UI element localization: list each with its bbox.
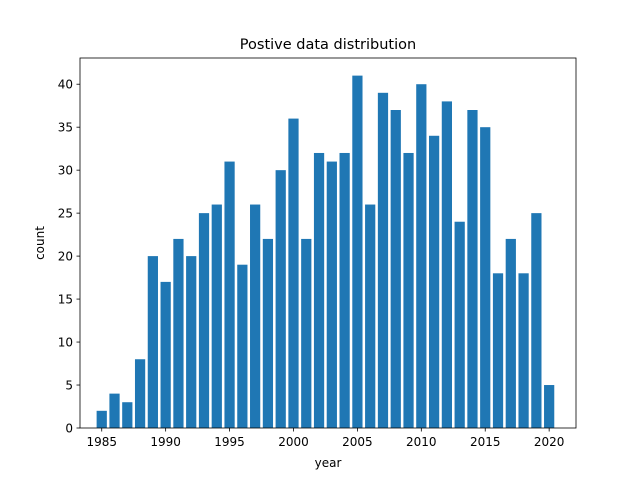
x-tick-label: 2000 bbox=[278, 435, 309, 449]
x-axis-ticks: 1985 1990 1995 2000 2005 2010 2015 2020 bbox=[86, 428, 564, 449]
y-tick-label: 35 bbox=[58, 120, 73, 134]
bar-1996 bbox=[237, 264, 248, 428]
bar-2019 bbox=[531, 213, 542, 428]
bar-1997 bbox=[250, 204, 261, 428]
bar-1989 bbox=[147, 256, 158, 428]
bar-2017 bbox=[505, 238, 516, 428]
bar-2001 bbox=[301, 238, 312, 428]
y-tick-label: 40 bbox=[58, 78, 73, 92]
bar-2005 bbox=[352, 75, 363, 429]
bar-1999 bbox=[275, 170, 286, 428]
bar-1998 bbox=[262, 238, 274, 428]
bar-1987 bbox=[122, 402, 133, 428]
x-tick-label: 1985 bbox=[86, 435, 117, 449]
bar-2016 bbox=[492, 273, 504, 428]
bar-2003 bbox=[326, 161, 337, 428]
y-tick-label: 20 bbox=[58, 249, 73, 263]
bar-2011 bbox=[428, 135, 440, 428]
bar-2010 bbox=[416, 84, 427, 429]
y-axis-ticks: 0 5 10 15 20 25 30 35 40 bbox=[58, 78, 80, 435]
bar-2014 bbox=[467, 110, 478, 428]
bar-2020 bbox=[544, 385, 555, 428]
y-axis-label: count bbox=[33, 226, 47, 260]
x-tick-label: 1990 bbox=[150, 435, 181, 449]
bar-1995 bbox=[224, 161, 235, 428]
x-axis-label: year bbox=[315, 456, 342, 470]
chart-title: Postive data distribution bbox=[240, 37, 416, 53]
x-tick-label: 2015 bbox=[470, 435, 501, 449]
bar-2006 bbox=[365, 204, 376, 428]
bar-1988 bbox=[134, 359, 146, 428]
bar-1986 bbox=[109, 393, 120, 428]
bar-1991 bbox=[173, 238, 184, 428]
bar-2007 bbox=[377, 92, 389, 428]
x-tick-label: 1995 bbox=[214, 435, 245, 449]
bar-2008 bbox=[390, 110, 401, 428]
bar-1992 bbox=[186, 256, 197, 428]
bar-2013 bbox=[454, 221, 465, 428]
y-tick-label: 5 bbox=[65, 378, 73, 392]
bar-1985 bbox=[96, 410, 107, 428]
bar-2009 bbox=[403, 152, 414, 428]
y-tick-label: 0 bbox=[65, 421, 73, 435]
bar-2000 bbox=[288, 118, 299, 428]
y-tick-label: 10 bbox=[58, 335, 73, 349]
bar-2002 bbox=[313, 152, 325, 428]
x-tick-label: 2005 bbox=[342, 435, 373, 449]
bar-2004 bbox=[339, 152, 350, 428]
bar-2018 bbox=[518, 273, 529, 428]
bar-2015 bbox=[480, 127, 491, 428]
bar-1994 bbox=[211, 204, 222, 428]
y-tick-label: 30 bbox=[58, 163, 73, 177]
x-tick-label: 2010 bbox=[406, 435, 437, 449]
bar-1990 bbox=[160, 281, 171, 428]
y-tick-label: 15 bbox=[58, 292, 73, 306]
bar-2012 bbox=[441, 101, 452, 429]
x-tick-label: 2020 bbox=[534, 435, 565, 449]
bars-group bbox=[96, 75, 555, 429]
plot-frame bbox=[79, 57, 577, 429]
bar-1993 bbox=[198, 213, 210, 428]
y-tick-label: 25 bbox=[58, 206, 73, 220]
